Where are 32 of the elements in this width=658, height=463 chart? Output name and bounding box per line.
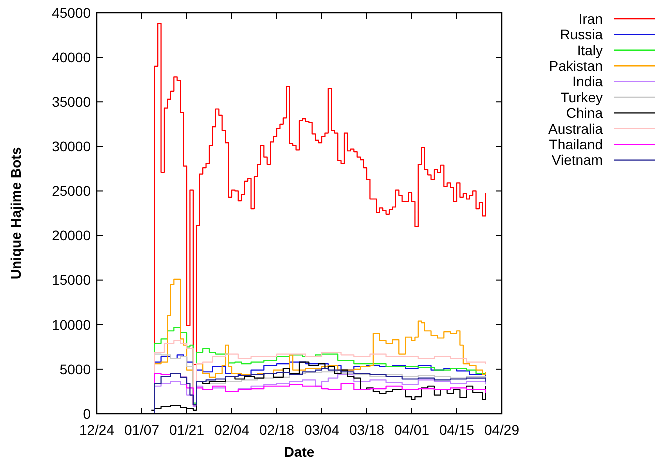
y-tick-label: 10000 xyxy=(52,316,92,333)
legend-label: India xyxy=(572,74,604,90)
legend-label: China xyxy=(566,105,604,122)
x-tick-label: 01/07 xyxy=(124,422,160,438)
x-tick-label: 04/15 xyxy=(439,422,475,438)
x-tick-label: 12/24 xyxy=(79,422,115,438)
x-tick-label: 04/01 xyxy=(394,422,430,438)
y-tick-label: 15000 xyxy=(52,272,92,288)
legend-label: Turkey xyxy=(560,89,603,106)
y-tick-label: 40000 xyxy=(52,49,92,66)
y-tick-label: 30000 xyxy=(52,138,92,155)
y-tick-label: 0 xyxy=(83,406,92,422)
legend-label: Italy xyxy=(577,42,603,58)
x-tick-label: 04/29 xyxy=(484,422,520,438)
legend-label: Iran xyxy=(578,10,603,27)
legend-label: Australia xyxy=(548,120,604,137)
y-tick-label: 20000 xyxy=(52,228,92,244)
y-axis-title: Unique Hajime Bots xyxy=(8,147,24,280)
x-tick-label: 03/04 xyxy=(304,422,340,438)
x-tick-label: 03/18 xyxy=(349,422,385,438)
y-tick-label: 5000 xyxy=(60,361,92,378)
y-tick-label: 25000 xyxy=(52,183,92,200)
x-tick-label: 01/21 xyxy=(169,422,205,438)
x-axis-title: Date xyxy=(284,444,315,460)
y-tick-label: 35000 xyxy=(52,94,92,110)
x-tick-label: 02/18 xyxy=(259,422,295,438)
x-tick-label: 02/04 xyxy=(214,422,250,438)
legend-label: Thailand xyxy=(549,136,603,152)
legend-label: Pakistan xyxy=(549,58,603,74)
legend-label: Vietnam xyxy=(552,152,603,168)
legend-label: Russia xyxy=(560,26,604,43)
y-tick-label: 45000 xyxy=(52,4,92,21)
